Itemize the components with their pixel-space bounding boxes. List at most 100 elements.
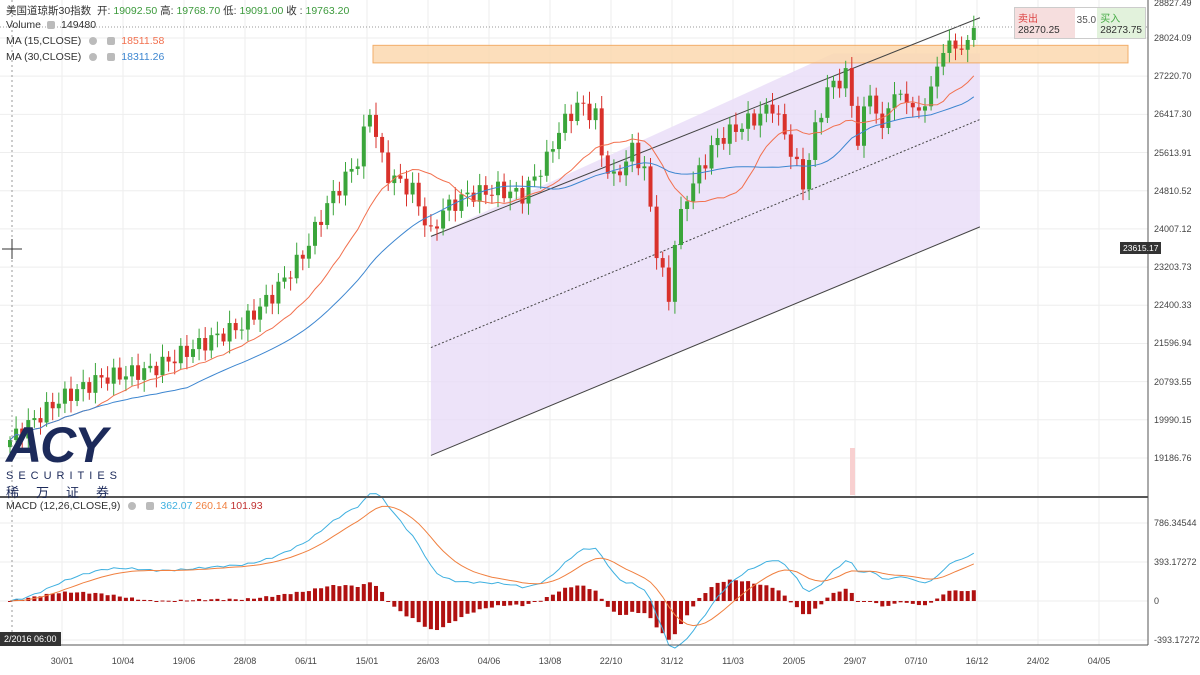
candle-body <box>349 168 354 172</box>
ma30-label: MA (30,CLOSE) <box>6 51 82 63</box>
macd-histogram-bar <box>855 601 860 602</box>
candle-body <box>160 356 165 376</box>
macd-histogram-bar <box>532 601 537 602</box>
candle-body <box>154 365 159 376</box>
macd-histogram-bar <box>166 600 171 602</box>
candle-body <box>935 66 940 87</box>
candle-body <box>752 113 757 126</box>
candle-body <box>904 93 909 103</box>
y-tick-label: 28827.49 <box>1154 0 1192 8</box>
macd-histogram-bar <box>154 601 159 602</box>
macd-histogram-bar <box>325 586 330 601</box>
candle-body <box>386 152 391 184</box>
macd-histogram-bar <box>971 590 976 601</box>
candle-body <box>69 388 73 401</box>
ma30-value: 18311.26 <box>121 51 165 63</box>
candle-body <box>685 201 690 209</box>
macd-histogram-bar <box>209 599 214 601</box>
candle-body <box>697 165 702 184</box>
macd-histogram-bar <box>801 601 805 615</box>
open-label: 开: <box>97 5 111 17</box>
macd-histogram-bar <box>502 601 507 606</box>
candle-body <box>75 389 80 401</box>
candle-body <box>422 206 427 226</box>
candle-body <box>258 306 263 320</box>
macd-histogram-bar <box>123 597 128 601</box>
macd-histogram-bar <box>898 601 903 603</box>
candle-body <box>642 166 647 169</box>
macd-histogram-bar <box>306 591 311 601</box>
macd-histogram-bar <box>172 601 177 602</box>
macd-histogram-bar <box>935 598 940 601</box>
trash-icon[interactable] <box>107 37 116 46</box>
candle-body <box>252 310 256 320</box>
candle-body <box>441 210 446 229</box>
macd-histogram-bar <box>56 593 61 601</box>
acy-logo: ACY SECURITIES 稀万证券 <box>6 420 136 501</box>
macd-histogram-bar <box>648 601 653 619</box>
gear-icon[interactable] <box>128 502 137 511</box>
y-tick-label: 21596.94 <box>1154 338 1192 349</box>
candle-body <box>733 124 738 132</box>
candle-body <box>416 182 421 207</box>
macd-histogram-bar <box>87 593 92 601</box>
volume-legend: Volume 149480 <box>6 19 96 31</box>
signal-value: 260.14 <box>195 500 228 512</box>
macd-histogram-bar <box>459 601 464 618</box>
high-value: 19768.70 <box>176 5 221 17</box>
candle-body <box>929 86 934 107</box>
macd-histogram-bar <box>319 588 324 601</box>
macd-histogram-bar <box>300 591 305 601</box>
buy-button[interactable]: 买入 28273.75 <box>1097 8 1145 38</box>
close-value: 19763.20 <box>305 5 350 17</box>
macd-histogram-bar <box>410 601 415 619</box>
trash-icon[interactable] <box>146 502 155 511</box>
histogram-value: 101.93 <box>230 500 263 512</box>
sell-label: 卖出 <box>1018 14 1038 25</box>
macd-histogram-bar <box>733 580 738 601</box>
macd-histogram-bar <box>245 598 250 601</box>
x-tick-label: 10/04 <box>111 656 135 666</box>
macd-histogram-bar <box>697 597 702 601</box>
macd-histogram-bar <box>837 591 842 601</box>
macd-histogram-bar <box>337 586 342 601</box>
x-tick-label: 06/11 <box>295 656 317 666</box>
macd-tick-label: 786.34544 <box>1154 517 1197 528</box>
macd-histogram-bar <box>849 592 854 601</box>
macd-histogram-bar <box>892 601 897 604</box>
macd-histogram-bar <box>148 600 153 602</box>
candle-body <box>709 145 714 169</box>
candle-body <box>819 117 824 123</box>
trash-icon[interactable] <box>47 21 56 30</box>
macd-histogram-bar <box>886 601 891 606</box>
y-tick-label: 22400.33 <box>1154 300 1192 311</box>
macd-histogram-bar <box>794 601 799 608</box>
candle-body <box>813 122 818 160</box>
candle-body <box>319 221 324 225</box>
candle-body <box>93 375 98 393</box>
candle-body <box>32 418 37 421</box>
x-tick-label: 24/02 <box>1026 656 1050 666</box>
macd-histogram-bar <box>343 585 348 601</box>
candle-body <box>630 142 635 162</box>
macd-histogram-bar <box>923 601 927 606</box>
macd-histogram-bar <box>740 581 744 601</box>
macd-histogram-bar <box>605 601 610 607</box>
gear-icon[interactable] <box>89 37 98 46</box>
macd-histogram-bar <box>215 598 220 601</box>
sell-button[interactable]: 卖出 28270.25 <box>1015 8 1076 38</box>
macd-histogram-bar <box>788 601 793 603</box>
candle-body <box>203 338 208 351</box>
macd-histogram-bar <box>44 593 49 601</box>
candle-body <box>959 48 964 50</box>
gear-icon[interactable] <box>89 53 98 62</box>
candle-body <box>868 95 873 107</box>
candle-body <box>367 114 372 127</box>
trash-icon[interactable] <box>107 53 116 62</box>
macd-histogram-bar <box>197 598 202 601</box>
candle-body <box>532 176 537 181</box>
macd-histogram-bar <box>709 587 714 601</box>
macd-tick-label: 393.17272 <box>1154 556 1197 567</box>
macd-histogram-bar <box>447 601 452 623</box>
